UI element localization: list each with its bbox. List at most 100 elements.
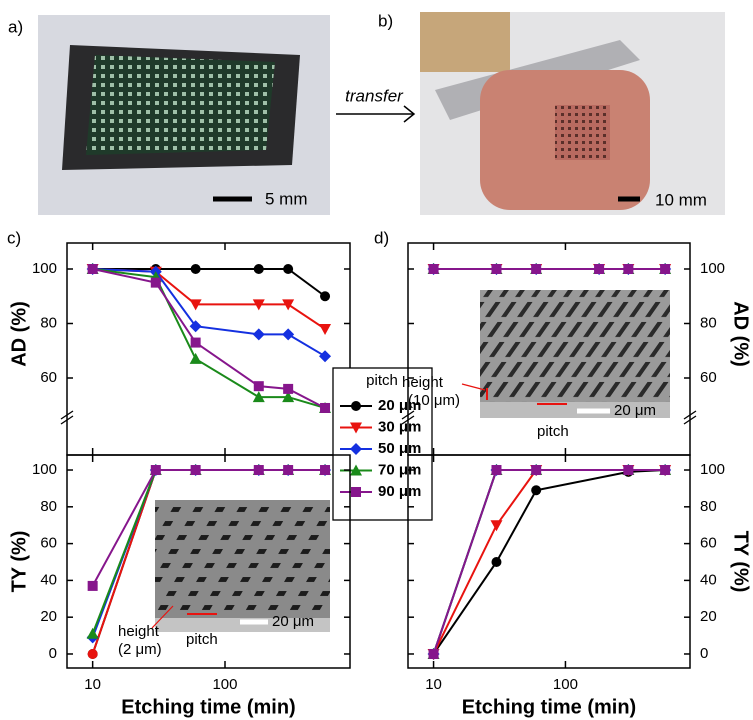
y-tick-label: 0	[49, 645, 57, 662]
plot-frame	[66, 242, 351, 456]
arrow-label: transfer	[345, 86, 404, 105]
pitch-label: pitch	[186, 631, 218, 648]
y-tick-label: 60	[700, 369, 717, 386]
series-line	[432, 469, 666, 655]
marker	[190, 465, 201, 476]
height-pointer	[151, 605, 174, 629]
height-value: (2 μm)	[118, 641, 162, 658]
x-axis-label: Etching time (min)	[121, 696, 295, 718]
y-tick-label: 100	[32, 461, 57, 478]
series-line	[432, 469, 666, 655]
panel-label: a)	[8, 17, 23, 36]
marker	[490, 520, 503, 532]
marker	[428, 648, 439, 659]
marker	[253, 381, 264, 392]
series-line	[92, 268, 326, 358]
y-tick-label: 80	[40, 498, 57, 515]
axis-break	[683, 410, 697, 420]
marker	[190, 337, 201, 348]
y-axis-label: AD (%)	[730, 301, 752, 367]
y-tick-label: 20	[700, 608, 717, 625]
series-line	[432, 469, 666, 655]
marker	[594, 264, 605, 274]
marker	[87, 264, 98, 274]
marker	[491, 557, 502, 567]
y-tick-label: 0	[700, 645, 708, 662]
sem-inset	[480, 290, 670, 418]
y-tick-label: 100	[32, 260, 57, 277]
axis-break	[401, 415, 415, 425]
legend-marker	[351, 487, 361, 497]
marker	[87, 580, 98, 591]
height-label: height	[402, 374, 444, 391]
y-tick-label: 80	[700, 498, 717, 515]
marker	[623, 465, 634, 476]
height-pointer	[461, 383, 486, 391]
x-axis-label: Etching time (min)	[462, 696, 636, 718]
legend-marker	[350, 464, 362, 476]
arrow-head	[403, 105, 416, 123]
marker	[428, 264, 439, 274]
height-label: height	[118, 623, 160, 640]
pitch-label: pitch	[537, 423, 569, 440]
marker	[252, 391, 265, 403]
marker	[282, 391, 295, 403]
y-tick-label: 80	[40, 314, 57, 331]
plot-frame	[66, 454, 351, 669]
marker	[252, 328, 265, 341]
sem-base	[155, 618, 330, 632]
y-tick-label: 20	[40, 608, 57, 625]
x-tick-label: 10	[425, 676, 442, 693]
legend-marker	[350, 422, 362, 434]
marker	[86, 627, 99, 639]
legend-label: 30 μm	[378, 418, 421, 435]
y-axis-label: TY (%)	[730, 531, 752, 593]
marker	[531, 465, 542, 476]
handle	[420, 12, 510, 72]
panel-label: c)	[7, 228, 21, 247]
y-tick-label: 40	[40, 571, 57, 588]
legend-marker	[351, 401, 361, 411]
marker	[283, 383, 294, 394]
marker	[660, 264, 671, 274]
series-line	[92, 268, 326, 409]
x-tick-label: 100	[553, 676, 578, 693]
axis-break	[60, 415, 74, 425]
legend-label: 70 μm	[378, 461, 421, 478]
marker	[150, 465, 161, 476]
y-tick-label: 100	[700, 461, 725, 478]
axis-break	[401, 410, 415, 420]
marker	[320, 465, 331, 476]
scale-label: 20 μm	[272, 613, 314, 630]
series-line	[92, 268, 326, 409]
axis-break	[60, 410, 74, 420]
marker	[531, 264, 542, 274]
marker	[253, 465, 264, 476]
sem-inset	[155, 500, 330, 632]
series-line	[432, 469, 666, 655]
marker	[190, 264, 201, 274]
sem-base	[480, 402, 670, 418]
marker	[491, 465, 502, 476]
marker	[282, 328, 295, 341]
plot-frame	[407, 454, 691, 669]
marker	[623, 264, 634, 274]
panel-label: b)	[378, 11, 393, 30]
marker	[531, 485, 542, 496]
marker	[189, 320, 202, 333]
y-axis-label: TY (%)	[8, 531, 30, 593]
marker	[319, 350, 332, 363]
marker	[189, 299, 202, 311]
marker	[320, 402, 331, 413]
series-line	[432, 469, 666, 655]
axis-break	[683, 415, 697, 425]
y-tick-label: 60	[40, 369, 57, 386]
y-tick-label: 60	[40, 535, 57, 552]
scale-label: 20 μm	[614, 402, 656, 419]
marker	[253, 264, 264, 274]
marker	[282, 299, 295, 311]
legend-title: pitch	[366, 372, 398, 389]
panel-label: d)	[374, 228, 389, 247]
